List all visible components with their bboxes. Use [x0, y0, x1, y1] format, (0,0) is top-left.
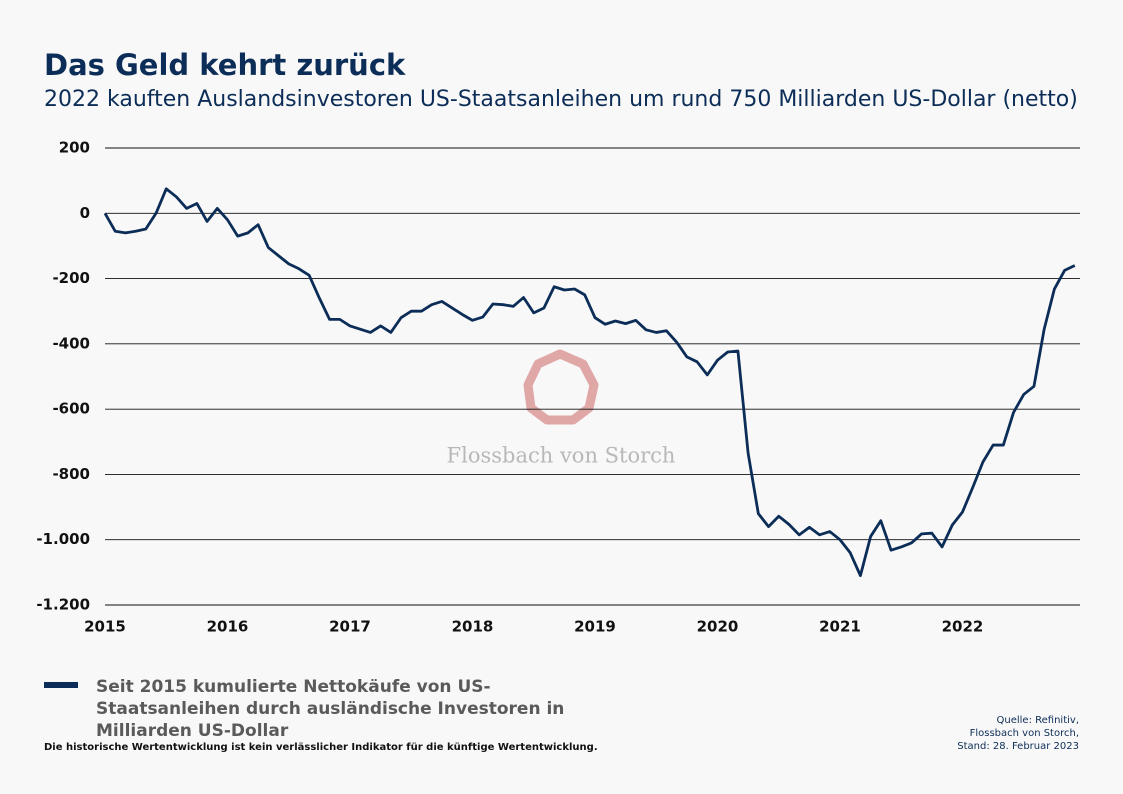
- chart-title: Das Geld kehrt zurück: [44, 48, 406, 82]
- x-tick-label: 2021: [819, 618, 861, 636]
- y-tick-label: -1.000: [36, 530, 90, 548]
- y-tick-label: -600: [52, 400, 90, 418]
- x-tick-label: 2017: [329, 618, 371, 636]
- source: Quelle: Refinitiv, Flossbach von Storch, S…: [957, 714, 1079, 753]
- source-line: Quelle: Refinitiv,: [996, 715, 1079, 726]
- source-line: Flossbach von Storch,: [969, 728, 1079, 739]
- watermark-logo: [523, 349, 599, 425]
- x-tick-label: 2018: [452, 618, 494, 636]
- x-tick-label: 2022: [942, 618, 984, 636]
- x-tick-label: 2016: [207, 618, 249, 636]
- y-tick-label: -1.200: [36, 596, 90, 614]
- y-tick-label: -200: [52, 269, 90, 287]
- disclaimer: Die historische Wertentwicklung ist kein…: [44, 742, 598, 753]
- y-tick-label: -400: [52, 334, 90, 352]
- x-tick-label: 2020: [697, 618, 739, 636]
- y-tick-label: -800: [52, 465, 90, 483]
- chart-subtitle: 2022 kauften Auslandsinvestoren US-Staat…: [44, 87, 1078, 112]
- legend-label: Seit 2015 kumulierte Nettokäufe von US-S…: [96, 677, 565, 741]
- x-tick-label: 2019: [574, 618, 616, 636]
- legend-swatch: [44, 682, 78, 688]
- y-tick-label: 200: [59, 139, 90, 157]
- data-line: [103, 187, 1076, 578]
- watermark: Flossbach von Storch: [447, 444, 676, 468]
- y-tick-label: 0: [80, 204, 90, 222]
- source-line: Stand: 28. Februar 2023: [957, 741, 1079, 752]
- x-tick-label: 2015: [84, 618, 126, 636]
